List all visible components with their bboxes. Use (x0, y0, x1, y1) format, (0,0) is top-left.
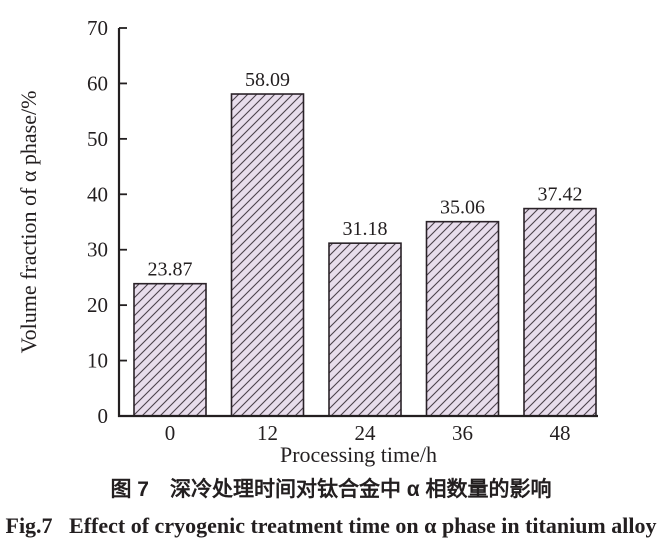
y-tick-label: 10 (87, 349, 108, 373)
x-tick-label: 24 (355, 421, 377, 445)
x-tick-label: 48 (550, 421, 571, 445)
bar (328, 242, 402, 417)
bar-value-label: 23.87 (148, 259, 193, 281)
y-tick-label: 60 (87, 71, 108, 95)
y-tick-label: 70 (87, 16, 108, 40)
bar-chart: 23.87 0 58.09 12 31.18 24 35.06 36 37.42 48 0 10 20 3… (16, 16, 598, 467)
y-tick-label: 40 (87, 182, 108, 206)
y-tick-label: 50 (87, 127, 108, 151)
x-tick-label: 0 (165, 421, 176, 445)
x-tick-label: 36 (452, 421, 473, 445)
bar-value-label: 35.06 (440, 197, 485, 219)
bar-value-label: 58.09 (245, 69, 290, 91)
bar (425, 220, 500, 417)
y-tick-label: 30 (87, 238, 108, 262)
y-tick-label: 0 (98, 404, 109, 428)
figure-caption-english: Fig.7 Effect of cryogenic treatment time… (5, 513, 657, 538)
y-axis-title: Volume fraction of α phase/% (16, 91, 41, 354)
bar (230, 93, 305, 417)
bar (133, 282, 207, 417)
y-tick-label: 20 (87, 293, 108, 317)
bar-value-label: 37.42 (538, 184, 583, 206)
figure-caption-chinese: 图 7 深冷处理时间对钛合金中 α 相数量的影响 (110, 478, 552, 501)
bar (523, 207, 597, 417)
x-axis-title: Processing time/h (280, 442, 437, 467)
x-tick-label: 12 (257, 421, 278, 445)
bar-value-label: 31.18 (343, 218, 388, 240)
